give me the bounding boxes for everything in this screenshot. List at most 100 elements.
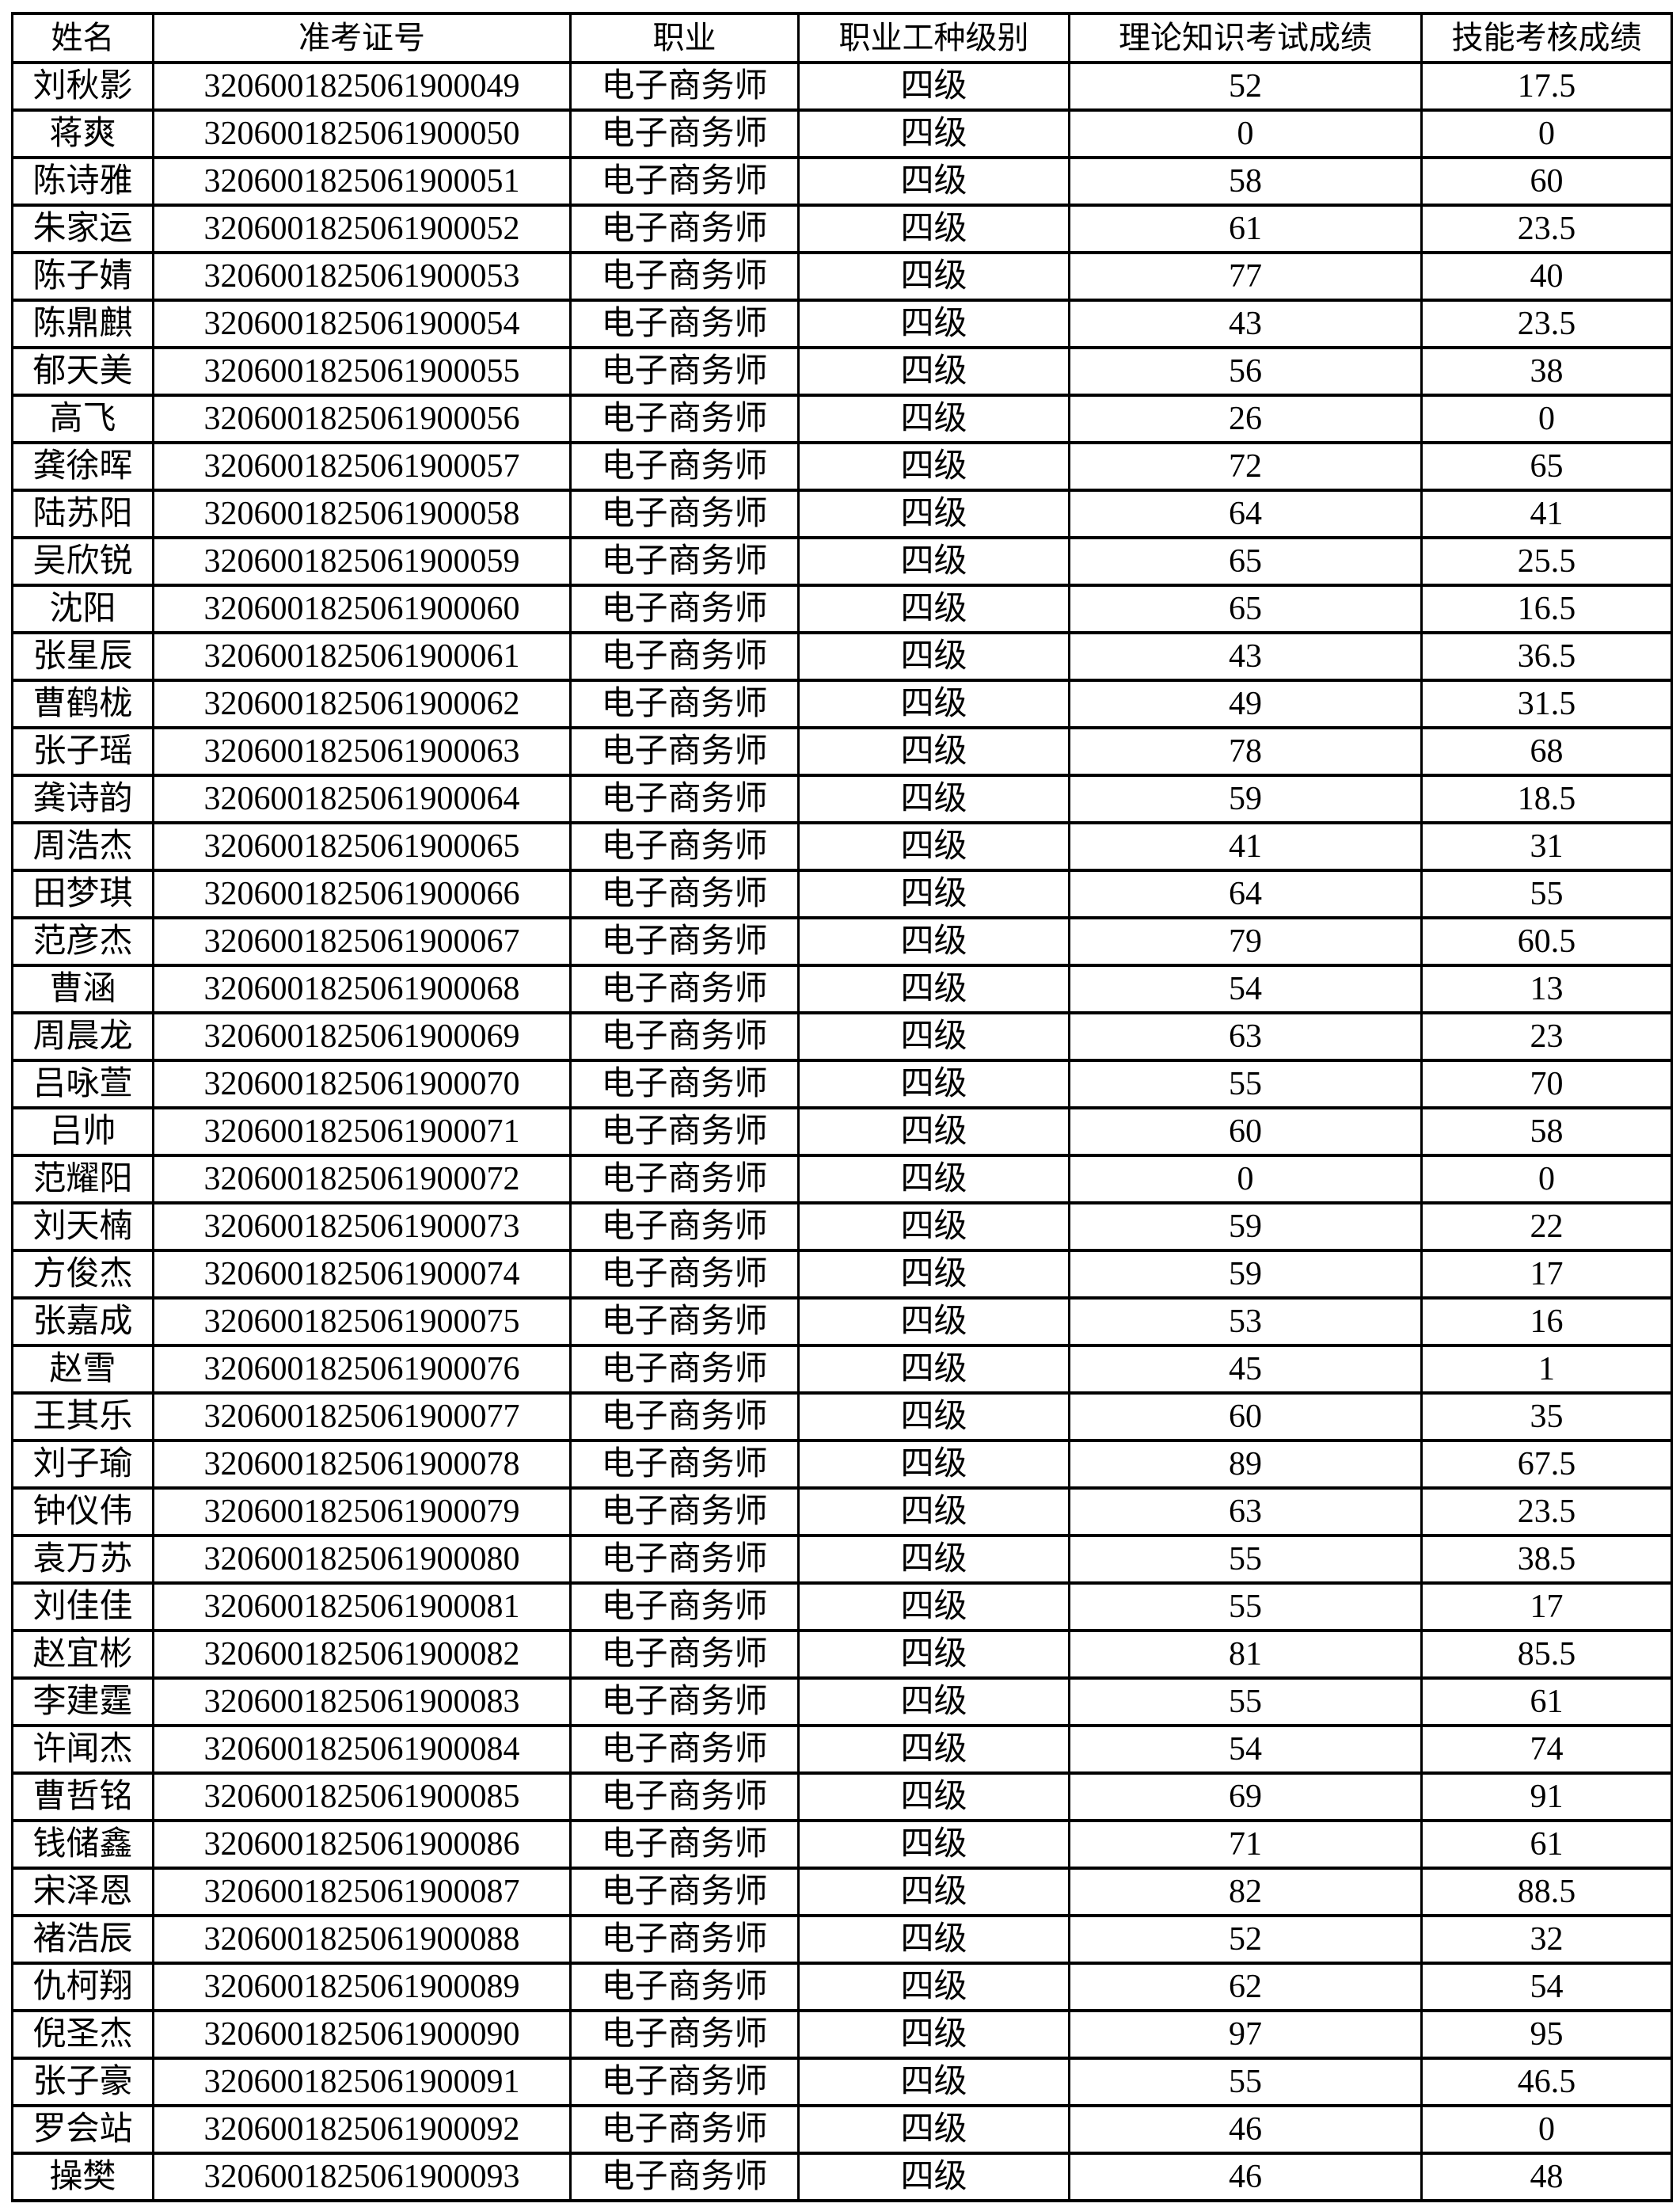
name-cell: 吴欣锐 xyxy=(11,536,154,587)
theory-score-cell: 55 xyxy=(1068,2057,1423,2107)
level-cell: 四级 xyxy=(797,1676,1070,1727)
skill-score-cell: 46.5 xyxy=(1420,2057,1673,2107)
occupation-cell: 电子商务师 xyxy=(569,1914,800,1965)
ticket-cell: 3206001825061900061 xyxy=(152,631,572,682)
table-row: 陈鼎麒 3206001825061900054 电子商务师 四级 43 23.5 xyxy=(11,299,1673,349)
ticket-cell: 3206001825061900079 xyxy=(152,1486,572,1537)
name-cell: 张嘉成 xyxy=(11,1296,154,1347)
table-row: 曹鹤栊 3206001825061900062 电子商务师 四级 49 31.5 xyxy=(11,679,1673,729)
table-row: 龚诗韵 3206001825061900064 电子商务师 四级 59 18.5 xyxy=(11,774,1673,824)
theory-score-cell: 55 xyxy=(1068,1534,1423,1585)
occupation-cell: 电子商务师 xyxy=(569,1771,800,1822)
name-cell: 刘子瑜 xyxy=(11,1439,154,1490)
occupation-cell: 电子商务师 xyxy=(569,964,800,1014)
skill-score-cell: 91 xyxy=(1420,1771,1673,1822)
theory-score-cell: 55 xyxy=(1068,1676,1423,1727)
occupation-cell: 电子商务师 xyxy=(569,2152,800,2202)
occupation-cell: 电子商务师 xyxy=(569,61,800,112)
level-cell: 四级 xyxy=(797,964,1070,1014)
ticket-cell: 3206001825061900068 xyxy=(152,964,572,1014)
ticket-cell: 3206001825061900065 xyxy=(152,821,572,872)
table-row: 朱家运 3206001825061900052 电子商务师 四级 61 23.5 xyxy=(11,204,1673,254)
level-cell: 四级 xyxy=(797,2152,1070,2202)
level-cell: 四级 xyxy=(797,204,1070,254)
ticket-cell: 3206001825061900050 xyxy=(152,108,572,159)
level-cell: 四级 xyxy=(797,821,1070,872)
theory-score-cell: 49 xyxy=(1068,679,1423,729)
ticket-cell: 3206001825061900059 xyxy=(152,536,572,587)
level-cell: 四级 xyxy=(797,1962,1070,2012)
ticket-cell: 3206001825061900051 xyxy=(152,156,572,207)
ticket-cell: 3206001825061900063 xyxy=(152,726,572,777)
name-cell: 沈阳 xyxy=(11,584,154,634)
skill-score-cell: 95 xyxy=(1420,2009,1673,2060)
occupation-cell: 电子商务师 xyxy=(569,1629,800,1680)
level-cell: 四级 xyxy=(797,108,1070,159)
ticket-cell: 3206001825061900078 xyxy=(152,1439,572,1490)
level-cell: 四级 xyxy=(797,536,1070,587)
occupation-cell: 电子商务师 xyxy=(569,1391,800,1442)
occupation-cell: 电子商务师 xyxy=(569,1819,800,1870)
theory-score-cell: 59 xyxy=(1068,774,1423,824)
theory-score-cell: 64 xyxy=(1068,489,1423,539)
skill-score-cell: 22 xyxy=(1420,1201,1673,1252)
ticket-cell: 3206001825061900082 xyxy=(152,1629,572,1680)
theory-score-cell: 64 xyxy=(1068,869,1423,919)
ticket-cell: 3206001825061900090 xyxy=(152,2009,572,2060)
header-theory-score: 理论知识考试成绩 xyxy=(1068,12,1423,64)
skill-score-cell: 60.5 xyxy=(1420,916,1673,967)
table-row: 高飞 3206001825061900056 电子商务师 四级 26 0 xyxy=(11,394,1673,444)
theory-score-cell: 0 xyxy=(1068,108,1423,159)
table-row: 沈阳 3206001825061900060 电子商务师 四级 65 16.5 xyxy=(11,584,1673,634)
theory-score-cell: 82 xyxy=(1068,1867,1423,1917)
name-cell: 范彦杰 xyxy=(11,916,154,967)
level-cell: 四级 xyxy=(797,1106,1070,1157)
theory-score-cell: 46 xyxy=(1068,2104,1423,2155)
skill-score-cell: 1 xyxy=(1420,1344,1673,1395)
theory-score-cell: 43 xyxy=(1068,299,1423,349)
level-cell: 四级 xyxy=(797,631,1070,682)
ticket-cell: 3206001825061900093 xyxy=(152,2152,572,2202)
occupation-cell: 电子商务师 xyxy=(569,1486,800,1537)
skill-score-cell: 18.5 xyxy=(1420,774,1673,824)
ticket-cell: 3206001825061900072 xyxy=(152,1154,572,1204)
name-cell: 褚浩辰 xyxy=(11,1914,154,1965)
level-cell: 四级 xyxy=(797,394,1070,444)
name-cell: 曹鹤栊 xyxy=(11,679,154,729)
skill-score-cell: 16.5 xyxy=(1420,584,1673,634)
theory-score-cell: 60 xyxy=(1068,1391,1423,1442)
occupation-cell: 电子商务师 xyxy=(569,869,800,919)
exam-results-table: 姓名 准考证号 职业 职业工种级别 理论知识考试成绩 技能考核成绩 刘秋影 32… xyxy=(11,12,1673,2202)
table-row: 倪圣杰 3206001825061900090 电子商务师 四级 97 95 xyxy=(11,2009,1673,2060)
occupation-cell: 电子商务师 xyxy=(569,1201,800,1252)
occupation-cell: 电子商务师 xyxy=(569,726,800,777)
table-row: 褚浩辰 3206001825061900088 电子商务师 四级 52 32 xyxy=(11,1914,1673,1965)
level-cell: 四级 xyxy=(797,1914,1070,1965)
name-cell: 刘天楠 xyxy=(11,1201,154,1252)
level-cell: 四级 xyxy=(797,1629,1070,1680)
ticket-cell: 3206001825061900086 xyxy=(152,1819,572,1870)
level-cell: 四级 xyxy=(797,1581,1070,1632)
theory-score-cell: 56 xyxy=(1068,346,1423,397)
skill-score-cell: 16 xyxy=(1420,1296,1673,1347)
skill-score-cell: 58 xyxy=(1420,1106,1673,1157)
level-cell: 四级 xyxy=(797,251,1070,302)
ticket-cell: 3206001825061900091 xyxy=(152,2057,572,2107)
ticket-cell: 3206001825061900092 xyxy=(152,2104,572,2155)
theory-score-cell: 52 xyxy=(1068,1914,1423,1965)
name-cell: 宋泽恩 xyxy=(11,1867,154,1917)
table-row: 郁天美 3206001825061900055 电子商务师 四级 56 38 xyxy=(11,346,1673,397)
ticket-cell: 3206001825061900074 xyxy=(152,1249,572,1300)
table-row: 刘秋影 3206001825061900049 电子商务师 四级 52 17.5 xyxy=(11,61,1673,112)
skill-score-cell: 54 xyxy=(1420,1962,1673,2012)
level-cell: 四级 xyxy=(797,2057,1070,2107)
skill-score-cell: 0 xyxy=(1420,394,1673,444)
theory-score-cell: 72 xyxy=(1068,441,1423,492)
ticket-cell: 3206001825061900075 xyxy=(152,1296,572,1347)
table-row: 张子豪 3206001825061900091 电子商务师 四级 55 46.5 xyxy=(11,2057,1673,2107)
name-cell: 罗会站 xyxy=(11,2104,154,2155)
ticket-cell: 3206001825061900064 xyxy=(152,774,572,824)
skill-score-cell: 17 xyxy=(1420,1249,1673,1300)
occupation-cell: 电子商务师 xyxy=(569,2104,800,2155)
ticket-cell: 3206001825061900053 xyxy=(152,251,572,302)
